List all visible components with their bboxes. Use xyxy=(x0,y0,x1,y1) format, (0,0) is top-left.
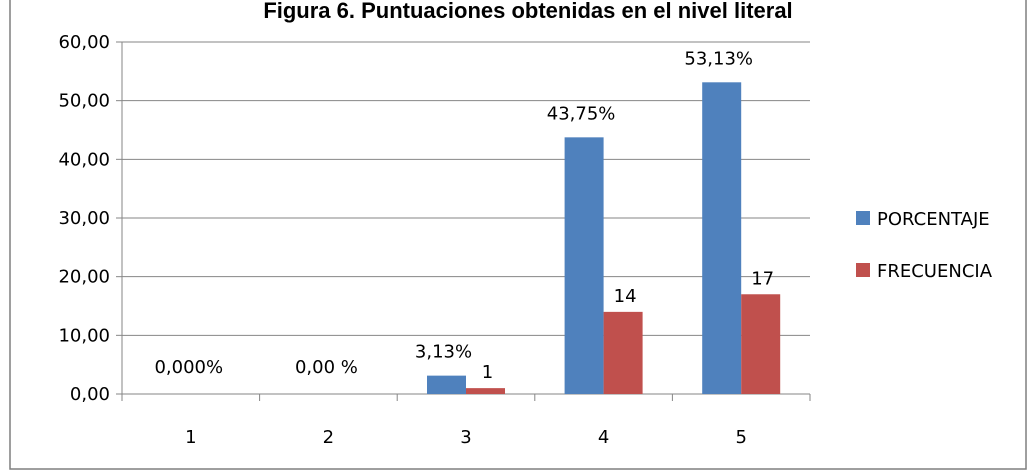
gridlines xyxy=(122,41,810,336)
chart-title: Figura 6. Puntuaciones obtenidas en el n… xyxy=(263,0,792,23)
bar-porcentaje xyxy=(702,82,742,394)
y-tick-label: 50,00 xyxy=(58,91,110,112)
x-tick-label: 5 xyxy=(735,427,746,448)
legend-swatch xyxy=(856,263,870,277)
y-tick-label: 20,00 xyxy=(58,267,110,288)
bar-frecuencia xyxy=(741,294,781,394)
x-tick-label: 4 xyxy=(598,427,609,448)
bar-porcentaje xyxy=(564,137,604,395)
data-label: 43,75% xyxy=(547,103,616,124)
y-tick-label: 0,00 xyxy=(70,384,110,405)
bar-porcentaje xyxy=(427,375,466,394)
legend: PORCENTAJE FRECUENCIA xyxy=(856,209,993,282)
bars xyxy=(427,82,781,395)
chart-border xyxy=(9,0,1027,470)
y-tick-label: 40,00 xyxy=(58,149,110,170)
y-tick-label: 10,00 xyxy=(58,325,110,346)
x-tick-label: 2 xyxy=(323,427,334,448)
legend-swatch xyxy=(856,211,870,225)
legend-label: PORCENTAJE xyxy=(877,209,990,230)
data-label: 17 xyxy=(751,268,774,289)
y-tick-label: 30,00 xyxy=(58,208,110,229)
y-tick-label: 60,00 xyxy=(58,32,110,53)
data-label: 53,13% xyxy=(684,48,753,69)
data-label: 1 xyxy=(482,362,493,383)
data-label: 3,13% xyxy=(415,342,472,363)
x-tick-label: 3 xyxy=(460,427,471,448)
y-axis: 0,00 10,00 20,00 30,00 40,00 50,00 60,00 xyxy=(58,32,123,405)
bar-frecuencia xyxy=(603,311,643,394)
data-label: 14 xyxy=(614,286,637,307)
data-label: 0,000% xyxy=(154,357,223,378)
legend-label: FRECUENCIA xyxy=(877,261,993,282)
data-labels: 0,000% 0,00 % 3,13% 43,75% 53,13% 1 14 17 xyxy=(154,48,774,383)
x-tick-label: 1 xyxy=(185,427,196,448)
bar-frecuencia xyxy=(466,388,505,394)
data-label: 0,00 % xyxy=(295,357,358,378)
